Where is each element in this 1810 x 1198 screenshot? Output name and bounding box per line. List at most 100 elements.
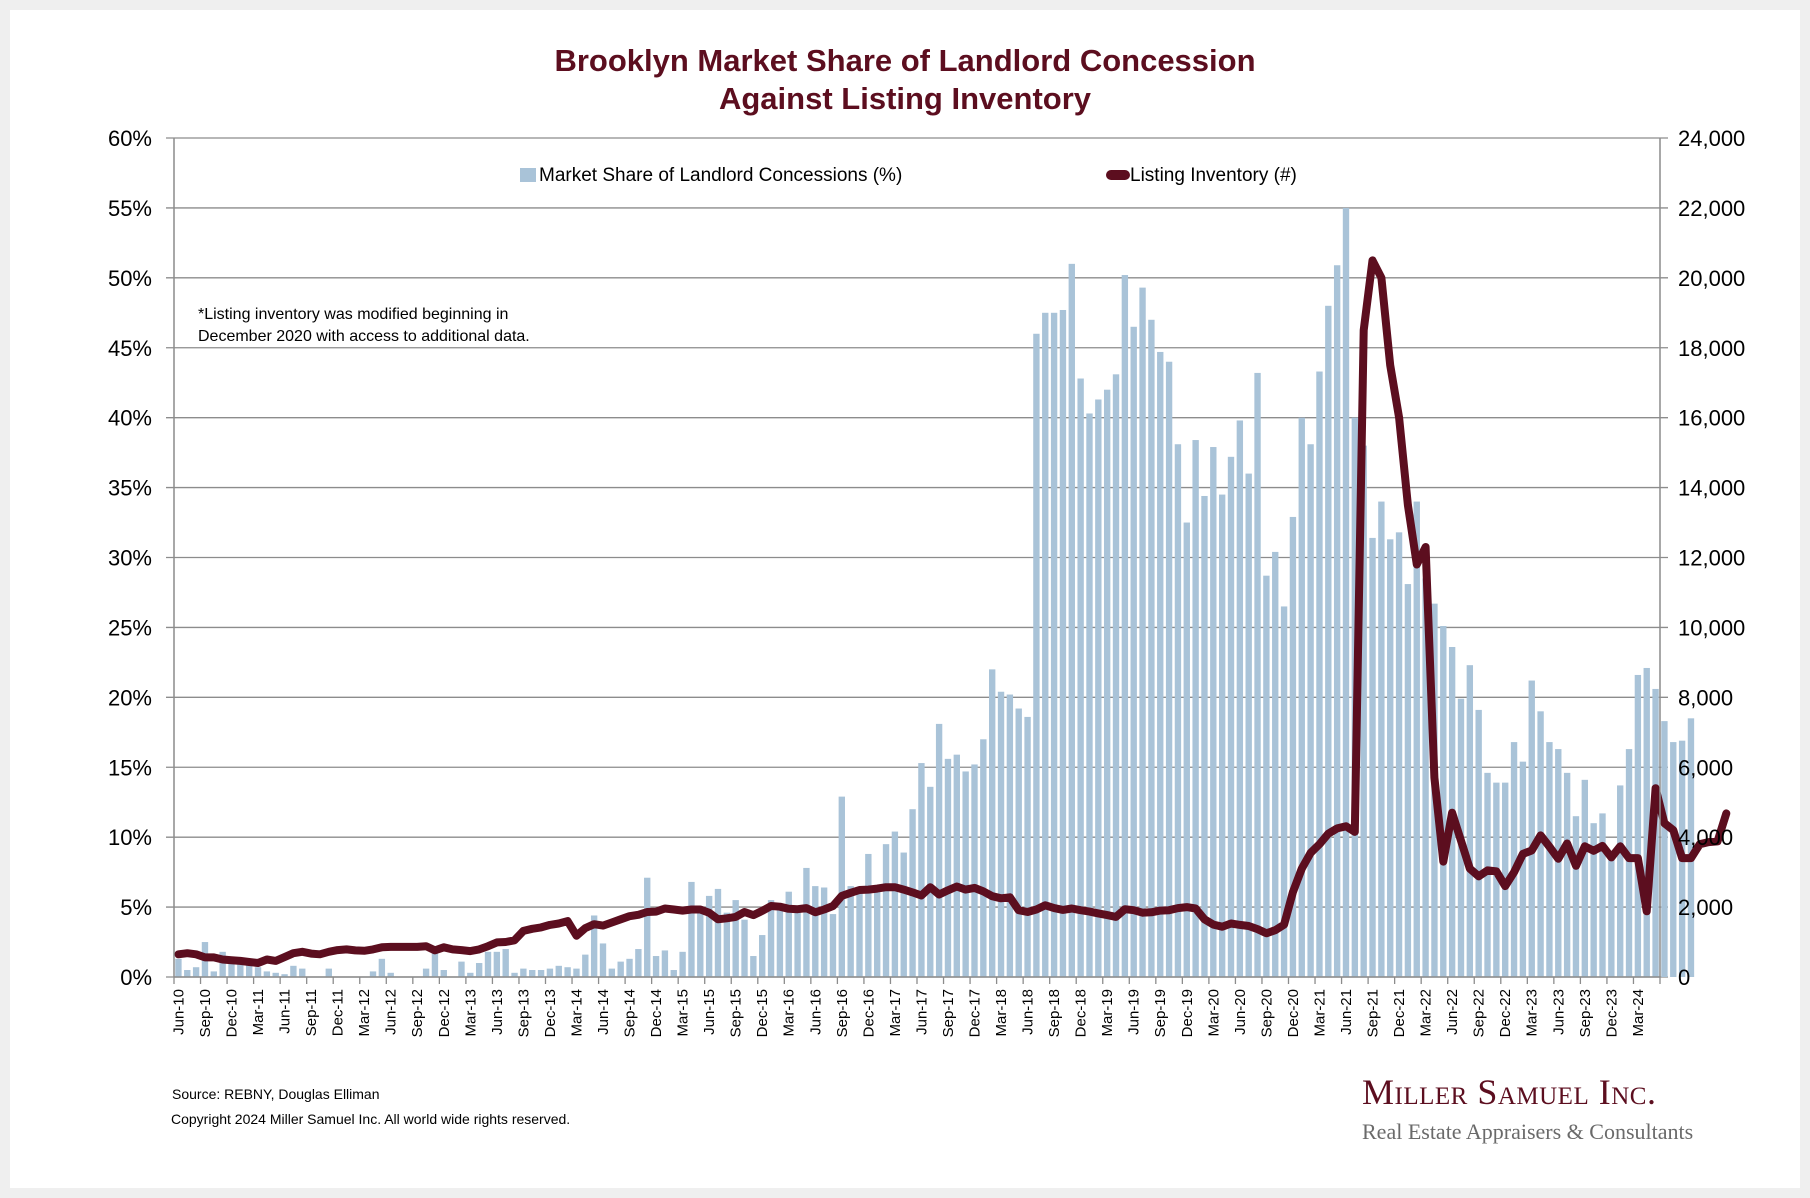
y-left-tick-label: 55% [108, 196, 152, 221]
concession-bar [1590, 823, 1597, 977]
x-tick-label: Sep-12 [409, 989, 426, 1037]
concession-bar [1006, 694, 1014, 977]
concession-bar [1095, 399, 1102, 977]
concession-bar [1183, 522, 1190, 977]
x-tick-label: Mar-15 [675, 989, 692, 1037]
concession-bar [1042, 312, 1049, 978]
concession-bar [874, 886, 881, 977]
concession-bar [1572, 816, 1580, 977]
x-tick-label: Mar-14 [568, 989, 585, 1037]
x-tick-label: Jun-23 [1550, 989, 1567, 1035]
concession-bar [431, 949, 439, 977]
x-tick-label: Mar-17 [887, 989, 904, 1037]
concession-bar [369, 971, 377, 977]
x-tick-label: Sep-11 [303, 989, 320, 1036]
y-left-tick-label: 45% [108, 336, 152, 361]
concession-bar [184, 970, 191, 977]
y-left-tick-label: 20% [108, 685, 152, 710]
concession-bar [467, 972, 474, 977]
x-tick-label: Sep-16 [834, 989, 851, 1037]
y-right-tick-label: 10,000 [1678, 615, 1745, 640]
legend-swatch-line [1106, 170, 1130, 180]
x-tick-label: Mar-20 [1205, 989, 1222, 1037]
concession-bar [299, 968, 306, 977]
concession-bar [900, 852, 907, 977]
source-text: Source: REBNY, Douglas Elliman [172, 1086, 380, 1102]
concession-bar [1440, 626, 1447, 977]
y-left-tick-label: 50% [108, 266, 152, 291]
concession-bar [820, 887, 828, 977]
concession-bar [989, 669, 996, 977]
concession-bar [741, 919, 748, 977]
x-tick-label: Dec-22 [1497, 989, 1514, 1037]
concession-bar [1546, 742, 1553, 977]
concession-bar [688, 881, 695, 977]
legend-label-bars: Market Share of Landlord Concessions (%) [539, 165, 902, 186]
concession-bar [635, 949, 642, 977]
x-tick-label: Sep-22 [1471, 989, 1488, 1037]
y-left-tick-label: 40% [108, 406, 152, 431]
y-right-tick-label: 4,000 [1678, 825, 1733, 850]
y-left-tick-label: 0% [120, 965, 152, 990]
concession-bar [582, 954, 589, 977]
chart-title-line2: Against Listing Inventory [718, 81, 1092, 116]
x-tick-label: Sep-13 [515, 989, 532, 1037]
x-tick-label: Dec-18 [1073, 989, 1090, 1037]
concession-bar [644, 877, 651, 977]
x-tick-label: Dec-19 [1179, 989, 1196, 1037]
y-right-tick-label: 20,000 [1678, 266, 1745, 291]
chart-frame [10, 10, 1800, 1188]
concession-bar [210, 971, 217, 977]
y-left-tick-label: 60% [108, 126, 152, 151]
concession-bar [856, 888, 863, 977]
x-tick-label: Jun-12 [383, 989, 400, 1035]
concession-bar [962, 771, 969, 977]
x-tick-label: Mar-24 [1630, 989, 1647, 1037]
concession-bar [953, 754, 960, 977]
x-tick-label: Sep-23 [1577, 989, 1594, 1037]
concession-bar [1245, 473, 1252, 977]
concession-bar [175, 958, 182, 977]
concession-bar [1236, 420, 1244, 977]
concession-bar [1165, 361, 1173, 977]
concession-bar [1289, 516, 1297, 977]
concession-bar [325, 968, 332, 977]
x-tick-label: Jun-19 [1126, 989, 1143, 1035]
concession-bar [1510, 742, 1518, 977]
concession-bar [1422, 578, 1429, 977]
concession-bar [776, 905, 784, 977]
concession-bar [1369, 537, 1376, 977]
concession-bar [1687, 718, 1695, 977]
concession-bar [290, 965, 297, 977]
x-tick-label: Dec-23 [1603, 989, 1620, 1037]
concession-bar [1563, 772, 1571, 977]
concession-bar [555, 965, 562, 977]
concession-bar [440, 970, 447, 977]
concession-bar [1174, 444, 1182, 977]
x-tick-label: Jun-16 [807, 989, 824, 1035]
x-tick-label: Dec-20 [1285, 989, 1302, 1037]
concession-bar [219, 951, 226, 977]
concession-bar [1201, 495, 1208, 977]
x-tick-label: Mar-23 [1524, 989, 1541, 1037]
concession-bar [590, 915, 598, 977]
concession-bar [652, 956, 660, 977]
x-tick-label: Dec-16 [860, 989, 877, 1037]
logo-name: Miller Samuel Inc. [1362, 1072, 1657, 1112]
concession-bar [1298, 417, 1305, 978]
x-tick-label: Jun-10 [170, 989, 187, 1035]
y-right-tick-label: 22,000 [1678, 196, 1745, 221]
concession-bar [705, 895, 713, 977]
x-tick-label: Jun-15 [701, 989, 718, 1035]
concession-bar [378, 958, 386, 977]
concession-bar [1280, 606, 1288, 977]
concession-bar [794, 905, 801, 977]
y-left-tick-label: 30% [108, 546, 152, 571]
concession-bar [1670, 742, 1677, 977]
concession-bar [1316, 371, 1323, 977]
y-left-tick-label: 35% [108, 476, 152, 501]
concession-bar [546, 968, 554, 977]
legend: Market Share of Landlord Concessions (%)… [520, 165, 1297, 186]
listing-inventory-line [174, 256, 1731, 967]
concession-bar [1024, 716, 1031, 977]
